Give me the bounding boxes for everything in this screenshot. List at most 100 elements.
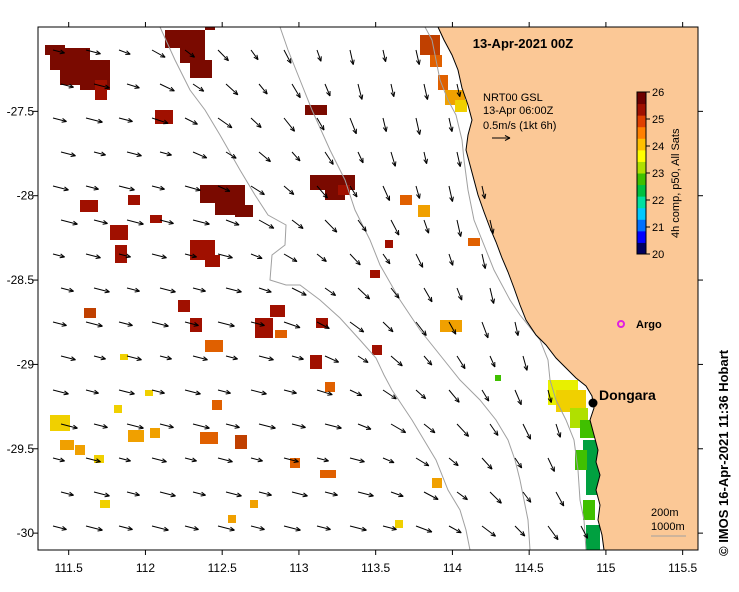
current-arrow xyxy=(514,457,523,469)
current-arrow xyxy=(514,321,519,336)
current-arrow xyxy=(217,49,229,62)
current-arrowhead xyxy=(385,258,391,265)
current-arrowhead xyxy=(493,430,499,436)
current-arrow xyxy=(258,287,272,293)
sst-patch xyxy=(235,205,253,217)
current-arrow xyxy=(151,389,165,394)
x-tick-label: 113.5 xyxy=(361,561,390,575)
current-arrow xyxy=(580,525,588,539)
current-arrowhead xyxy=(59,457,65,463)
colorbar-swatch xyxy=(637,103,646,116)
sst-patch xyxy=(310,355,322,369)
current-arrowhead xyxy=(556,432,562,438)
current-arrowhead xyxy=(359,157,364,164)
current-arrowhead xyxy=(259,526,265,531)
current-arrowhead xyxy=(231,153,237,159)
current-arrowhead xyxy=(295,323,301,329)
current-arrowhead xyxy=(100,151,106,157)
current-arrowhead xyxy=(61,118,67,123)
current-arrowhead xyxy=(125,50,131,55)
current-arrow xyxy=(522,423,532,440)
current-arrowhead xyxy=(63,390,69,396)
current-arrow xyxy=(258,151,271,163)
current-arrow xyxy=(126,423,144,429)
current-arrowhead xyxy=(229,322,235,328)
current-arrowhead xyxy=(490,298,496,304)
argo-marker[interactable]: Argo xyxy=(617,319,662,331)
current-arrowhead xyxy=(324,324,330,330)
current-arrowhead xyxy=(323,457,329,463)
sst-patch xyxy=(385,240,393,248)
current-arrow xyxy=(291,491,308,497)
current-arrowhead xyxy=(168,220,174,225)
current-arrow xyxy=(225,287,242,293)
current-arrow xyxy=(316,49,322,62)
current-arrow xyxy=(316,321,330,329)
sst-patch xyxy=(84,308,96,318)
current-arrowhead xyxy=(448,126,454,132)
current-arrowhead xyxy=(192,120,198,125)
colorbar-swatch xyxy=(637,230,646,243)
current-arrow xyxy=(481,525,496,537)
current-arrow xyxy=(349,321,365,333)
sst-patch xyxy=(275,330,287,338)
current-arrow xyxy=(192,83,205,92)
current-arrow xyxy=(357,287,370,300)
sst-patch xyxy=(468,238,480,246)
current-arrowhead xyxy=(301,291,307,296)
current-arrow xyxy=(258,83,268,95)
x-axis: 111.5 112 112.5 113 113.5 114 114.5 115 115.5 xyxy=(55,22,698,575)
current-arrowhead xyxy=(169,86,175,92)
current-arrow xyxy=(184,253,197,258)
current-arrow xyxy=(481,185,486,199)
current-arrowhead xyxy=(352,128,357,135)
sst-patch xyxy=(338,185,350,195)
current-source-label: NRT00 GSL xyxy=(483,92,543,104)
current-arrowhead xyxy=(129,390,135,396)
current-arrow xyxy=(250,253,263,259)
current-arrow xyxy=(489,287,495,304)
dongara-marker[interactable]: Dongara xyxy=(588,387,657,408)
current-arrow xyxy=(159,151,172,156)
sst-patch xyxy=(205,340,223,352)
current-arrow xyxy=(192,423,210,429)
current-arrowhead xyxy=(553,534,559,541)
current-arrowhead xyxy=(460,363,466,370)
current-arrow xyxy=(456,423,469,437)
current-arrowhead xyxy=(394,230,400,236)
current-arrowhead xyxy=(95,50,101,55)
current-arrowhead xyxy=(484,396,490,402)
current-arrow xyxy=(423,491,439,500)
current-arrow xyxy=(481,389,490,402)
current-arrowhead xyxy=(454,397,460,403)
current-arrowhead xyxy=(136,356,142,361)
credit-text: © IMOS 16-Apr-2021 11:36 Hobart xyxy=(716,349,731,556)
current-arrow xyxy=(258,423,276,429)
current-arrow xyxy=(316,253,327,262)
sst-patch xyxy=(438,75,448,90)
current-arrowhead xyxy=(550,466,555,472)
current-arrow xyxy=(151,321,169,327)
y-axis: -27.5 -28 -28.5 -29 -29.5 -30 xyxy=(7,104,703,540)
current-arrow xyxy=(126,219,144,225)
current-arrowhead xyxy=(159,389,165,395)
current-arrow xyxy=(283,49,292,64)
current-arrow xyxy=(324,83,331,97)
current-arrow xyxy=(415,321,427,336)
current-arrow xyxy=(151,253,167,259)
current-arrowhead xyxy=(426,528,433,533)
current-arrow xyxy=(52,253,65,258)
argo-label: Argo xyxy=(636,319,662,331)
current-arrowhead xyxy=(70,152,76,157)
current-arrow xyxy=(258,219,275,229)
current-arrow xyxy=(291,423,306,428)
current-arrow xyxy=(283,321,301,329)
sst-patch xyxy=(200,185,245,203)
current-arrow xyxy=(316,457,329,462)
current-arrow xyxy=(217,389,231,394)
current-arrowhead xyxy=(100,355,106,361)
y-tick-label: -29 xyxy=(17,357,35,371)
sst-patch xyxy=(205,255,220,267)
current-arrowhead xyxy=(97,322,103,328)
